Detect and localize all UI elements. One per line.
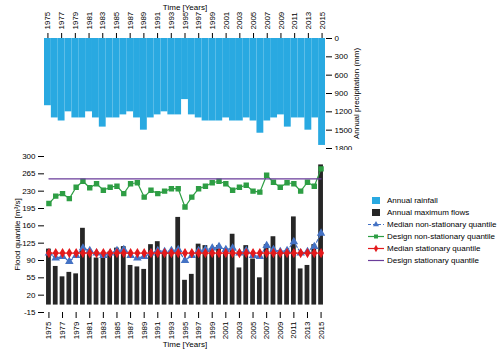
- svg-text:160: 160: [22, 221, 36, 230]
- svg-text:20: 20: [27, 291, 36, 300]
- svg-text:1993: 1993: [167, 321, 176, 339]
- svg-text:2001: 2001: [221, 321, 230, 339]
- html-text:Median stationary quantile: Median stationary quantile: [387, 244, 481, 253]
- svg-text:2015: 2015: [317, 321, 326, 339]
- svg-text:125: 125: [22, 239, 36, 248]
- svg-text:2011: 2011: [290, 12, 299, 30]
- svg-text:1500: 1500: [335, 126, 353, 135]
- svg-text:1983: 1983: [99, 321, 108, 339]
- svg-text:1987: 1987: [126, 321, 135, 339]
- svg-text:1991: 1991: [153, 321, 162, 339]
- svg-text:1979: 1979: [71, 11, 80, 29]
- svg-text:-15: -15: [24, 308, 36, 317]
- html-text:Design stationary quantile: Design stationary quantile: [387, 256, 480, 265]
- svg-text:1977: 1977: [58, 321, 67, 339]
- svg-text:2001: 2001: [222, 11, 231, 29]
- svg-text:2009: 2009: [277, 11, 286, 29]
- svg-text:1997: 1997: [194, 321, 203, 339]
- html-text:Annual rainfall: Annual rainfall: [387, 196, 438, 205]
- svg-text:2005: 2005: [249, 321, 258, 339]
- svg-text:1975: 1975: [44, 321, 53, 339]
- svg-text:2003: 2003: [235, 11, 244, 29]
- svg-text:1993: 1993: [167, 11, 176, 29]
- svg-text:0: 0: [335, 34, 340, 43]
- svg-text:900: 900: [335, 89, 349, 98]
- svg-text:2015: 2015: [318, 11, 327, 29]
- svg-text:2007: 2007: [262, 321, 271, 339]
- svg-text:2005: 2005: [249, 11, 258, 29]
- svg-text:230: 230: [22, 187, 36, 196]
- svg-text:2013: 2013: [304, 11, 313, 29]
- svg-text:2007: 2007: [263, 11, 272, 29]
- svg-text:600: 600: [335, 71, 349, 80]
- svg-text:1995: 1995: [181, 11, 190, 29]
- svg-text:2003: 2003: [235, 321, 244, 339]
- svg-text:1200: 1200: [335, 107, 353, 116]
- svg-text:Annual precipitation (mm): Annual precipitation (mm): [352, 48, 361, 139]
- html-text:Median non-stationary quantile: Median non-stationary quantile: [387, 220, 497, 229]
- svg-text:1989: 1989: [139, 11, 148, 29]
- svg-text:1981: 1981: [85, 11, 94, 29]
- svg-text:2011: 2011: [289, 321, 298, 339]
- svg-text:1997: 1997: [194, 11, 203, 29]
- html-text:Annual maximum flows: Annual maximum flows: [387, 208, 470, 217]
- svg-text:1977: 1977: [57, 11, 66, 29]
- svg-text:55: 55: [27, 273, 36, 282]
- svg-text:1983: 1983: [98, 11, 107, 29]
- svg-text:Flood quantile [m³/s]: Flood quantile [m³/s]: [13, 198, 22, 270]
- svg-text:1981: 1981: [85, 321, 94, 339]
- svg-text:2009: 2009: [276, 321, 285, 339]
- svg-text:2013: 2013: [303, 321, 312, 339]
- svg-text:Time [Years]: Time [Years]: [163, 3, 207, 12]
- svg-text:1995: 1995: [181, 321, 190, 339]
- svg-text:1999: 1999: [208, 11, 217, 29]
- svg-text:1987: 1987: [126, 11, 135, 29]
- svg-text:1989: 1989: [140, 321, 149, 339]
- svg-text:1991: 1991: [153, 11, 162, 29]
- html-text:Design non-stationary quantile: Design non-stationary quantile: [387, 232, 496, 241]
- svg-text:195: 195: [22, 204, 36, 213]
- svg-text:90: 90: [27, 256, 36, 265]
- svg-text:300: 300: [335, 52, 349, 61]
- svg-text:1975: 1975: [43, 11, 52, 29]
- svg-text:1800: 1800: [335, 144, 353, 150]
- svg-text:1985: 1985: [112, 11, 121, 29]
- svg-text:1985: 1985: [113, 321, 122, 339]
- svg-text:Time [Years]: Time [Years]: [163, 340, 207, 349]
- svg-text:300: 300: [22, 152, 36, 161]
- svg-text:1999: 1999: [208, 321, 217, 339]
- svg-text:1979: 1979: [72, 321, 81, 339]
- svg-text:265: 265: [22, 169, 36, 178]
